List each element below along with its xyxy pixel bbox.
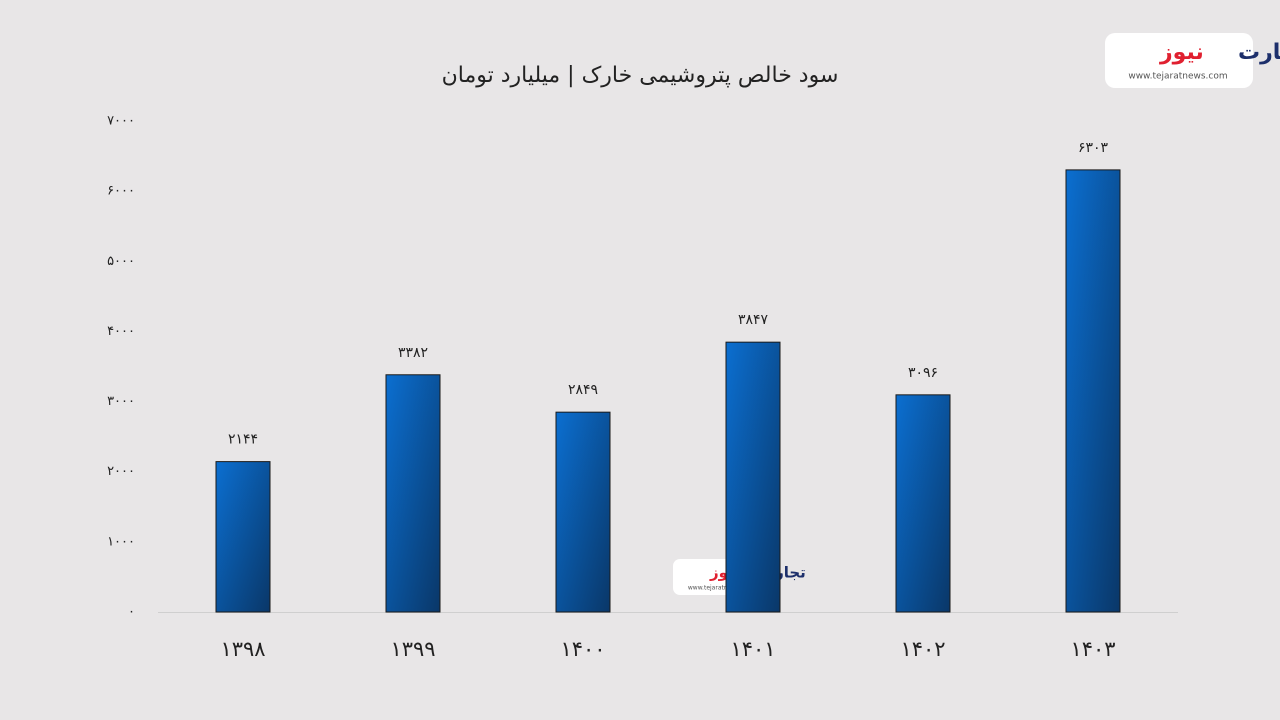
bar <box>1065 169 1121 613</box>
logo-url: www.tejaratnews.com <box>1128 72 1227 82</box>
value-label: ۶۳۰۳ <box>1078 140 1109 156</box>
x-tick-label: ۱۴۰۰ <box>560 637 605 661</box>
logo-url: www.tejaratnews.com <box>688 585 754 592</box>
y-tick-label: ۰ <box>128 605 135 620</box>
bar <box>215 461 271 613</box>
y-tick-label: ۷۰۰۰ <box>107 114 135 129</box>
chart-title: سود خالص پتروشیمی خارک | میلیارد تومان <box>442 63 839 88</box>
y-tick-label: ۴۰۰۰ <box>107 324 135 339</box>
value-label: ۳۰۹۶ <box>908 365 938 381</box>
logo-word: تجارت <box>1238 40 1280 65</box>
x-tick-label: ۱۴۰۱ <box>730 637 775 661</box>
bar <box>725 341 781 613</box>
x-tick-label: ۱۳۹۹ <box>390 637 435 661</box>
bar <box>555 411 611 613</box>
y-tick-label: ۱۰۰۰ <box>107 534 135 549</box>
y-tick-label: ۳۰۰۰ <box>107 394 135 409</box>
y-tick-label: ۶۰۰۰ <box>107 184 135 199</box>
bar <box>385 374 441 613</box>
value-label: ۳۸۴۷ <box>738 312 769 328</box>
value-label: ۲۱۴۴ <box>228 432 258 448</box>
bar <box>895 394 951 613</box>
y-tick-label: ۵۰۰۰ <box>107 254 135 269</box>
y-tick-label: ۲۰۰۰ <box>107 464 135 479</box>
x-tick-label: ۱۴۰۲ <box>900 637 945 661</box>
logo: تجارت نیوز www.tejaratnews.com <box>1105 33 1280 88</box>
x-tick-label: ۱۴۰۳ <box>1070 637 1115 661</box>
value-label: ۲۸۴۹ <box>568 382 598 398</box>
logo-box <box>1105 33 1253 88</box>
value-label: ۳۳۸۲ <box>398 345 428 361</box>
logo-word: نیوز <box>1159 40 1204 65</box>
x-tick-label: ۱۳۹۸ <box>220 637 265 661</box>
